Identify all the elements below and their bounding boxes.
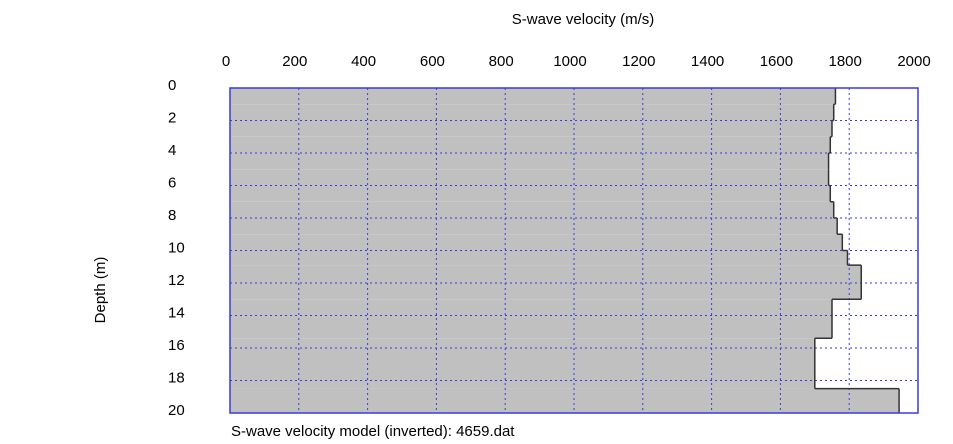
y-tick-label: 6 <box>168 174 176 191</box>
layer <box>230 250 848 266</box>
y-tick-label: 4 <box>168 142 176 159</box>
y-tick-label: 8 <box>168 207 176 224</box>
layer <box>230 120 832 137</box>
layer <box>230 136 831 153</box>
y-axis-label: Depth (m) <box>92 257 109 324</box>
plot-frame <box>229 87 919 414</box>
layer <box>230 185 831 202</box>
layer <box>230 218 838 235</box>
x-tick-label: 400 <box>351 53 376 70</box>
y-tick-label: 0 <box>168 77 176 94</box>
y-tick-label: 12 <box>168 272 185 289</box>
y-tick-label: 2 <box>168 109 176 126</box>
x-tick-label: 600 <box>420 53 445 70</box>
layer <box>230 338 815 389</box>
x-tick-label: 0 <box>222 53 230 70</box>
x-tick-label: 1200 <box>622 53 655 70</box>
x-tick-label: 1000 <box>553 53 586 70</box>
layer <box>230 265 862 300</box>
y-tick-label: 14 <box>168 304 185 321</box>
layer <box>230 169 829 186</box>
layer <box>230 201 834 218</box>
y-tick-label: 10 <box>168 239 185 256</box>
x-tick-label: 2000 <box>897 53 930 70</box>
layer <box>230 153 829 170</box>
x-tick-label: 1600 <box>760 53 793 70</box>
y-tick-label: 16 <box>168 337 185 354</box>
layer <box>230 234 843 251</box>
layer <box>230 388 900 413</box>
chart-title: S-wave velocity (m/s) <box>512 11 655 28</box>
x-tick-label: 800 <box>489 53 514 70</box>
layer <box>230 299 832 339</box>
y-tick-label: 20 <box>168 402 185 419</box>
y-tick-label: 18 <box>168 369 185 386</box>
x-tick-label: 200 <box>282 53 307 70</box>
x-tick-label: 1400 <box>691 53 724 70</box>
layer <box>230 88 836 105</box>
x-tick-label: 1800 <box>829 53 862 70</box>
caption: S-wave velocity model (inverted): 4659.d… <box>231 423 515 440</box>
layer <box>230 104 834 121</box>
